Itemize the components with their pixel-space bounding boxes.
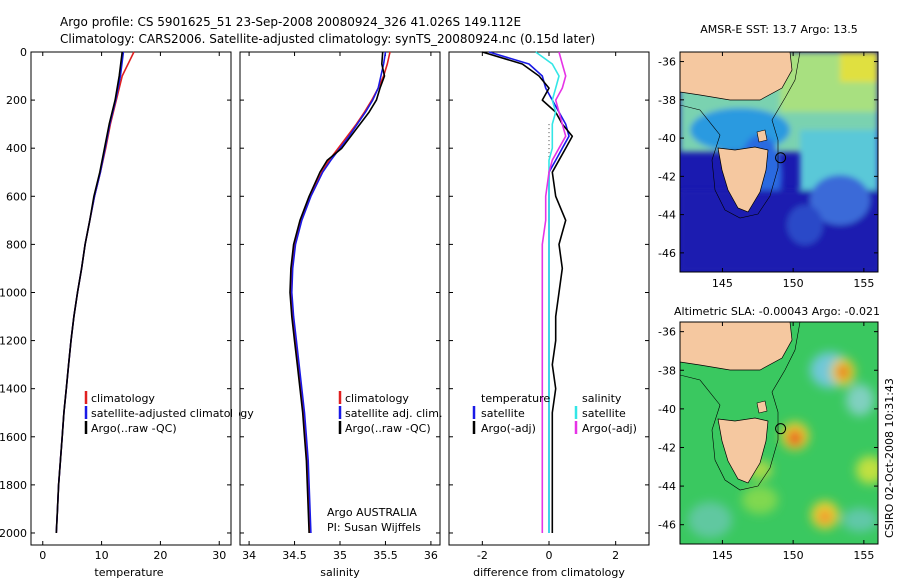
bathymetry-contour [680, 52, 801, 219]
legend-label-sal-argo: Argo(-adj) [582, 422, 637, 435]
temperature-axes-frame [30, 51, 232, 546]
argo-position-marker [775, 423, 787, 435]
latitude-tick-label: -40 [658, 403, 676, 416]
legend-label-satellite-adj: satellite adj. clim. [345, 407, 442, 420]
series-line-temperature-satellite [488, 51, 570, 533]
temperature-xlabel: temperature [94, 566, 163, 579]
sst-map-title: AMSR-E SST: 13.7 Argo: 13.5 [700, 23, 858, 36]
temperature-profile-plot: 0 200 400 600 800 1000 1200 1400 1600 1800 2000 0 1… [0, 46, 254, 579]
series-line-climatology [55, 51, 135, 534]
flinders-island [756, 129, 768, 143]
latitude-tick-label: -42 [658, 170, 676, 183]
pi-label: PI: Susan Wijffels [327, 521, 421, 534]
sla-map-title: Altimetric SLA: -0.00043 Argo: -0.021 [674, 305, 880, 318]
x-tick-label: 34 [242, 549, 256, 562]
y-tick-label: 1600 [0, 431, 27, 444]
legend-label-climatology: climatology [345, 392, 409, 405]
legend-label-temp-satellite: satellite [481, 407, 525, 420]
longitude-tick-label: 150 [783, 549, 804, 562]
legend-label-argo: Argo(..raw -QC) [91, 422, 177, 435]
latitude-tick-label: -40 [658, 132, 676, 145]
credit-label: CSIRO 02-Oct-2008 10:31:43 [883, 378, 896, 538]
longitude-tick-label: 150 [783, 277, 804, 290]
legend-label-satellite-adjusted: satellite-adjusted climatology [91, 407, 254, 420]
x-tick-label: 10 [95, 549, 109, 562]
latitude-tick-label: -42 [658, 441, 676, 454]
mainland-australia [680, 322, 793, 371]
series-line-satellite-adj-clim- [290, 51, 387, 534]
y-tick-label: 1800 [0, 479, 27, 492]
latitude-tick-label: -44 [658, 209, 676, 222]
mainland-australia [680, 52, 793, 101]
salinity-legend: climatology satellite adj. clim. Argo(..… [338, 391, 442, 435]
latitude-tick-label: -36 [658, 326, 676, 339]
x-tick-label: -2 [477, 549, 488, 562]
series-line-argo-raw-qc- [55, 51, 123, 534]
longitude-tick-label: 145 [712, 277, 733, 290]
salinity-axes-frame [239, 51, 441, 546]
argo-position-marker [775, 152, 787, 164]
longitude-tick-label: 155 [853, 549, 874, 562]
latitude-tick-label: -38 [658, 94, 676, 107]
longitude-tick-label: 145 [712, 549, 733, 562]
x-tick-label: 34.5 [282, 549, 307, 562]
flinders-island [756, 400, 768, 414]
latitude-tick-label: -38 [658, 364, 676, 377]
legend-label-temp-argo: Argo(-adj) [481, 422, 536, 435]
legend-title-salinity: salinity [582, 392, 622, 405]
y-tick-label: 600 [6, 190, 27, 203]
y-tick-label: 1000 [0, 286, 27, 299]
longitude-tick-label: 155 [853, 277, 874, 290]
salinity-xlabel: salinity [320, 566, 360, 579]
tasmania [717, 417, 769, 484]
sst-map-frame [679, 51, 879, 273]
y-tick-label: 400 [6, 142, 27, 155]
sla-map: Altimetric SLA: -0.00043 Argo: -0.021 [658, 305, 880, 562]
difference-xlabel: difference from climatology [473, 566, 625, 579]
legend-title-temperature: temperature [481, 392, 550, 405]
difference-profile-plot: -2 0 2 difference from climatology tempera… [448, 51, 650, 579]
figure-title-line1: Argo profile: CS 5901625_51 23-Sep-2008 … [60, 15, 521, 29]
y-tick-label: 0 [20, 46, 27, 59]
sla-field [688, 352, 878, 538]
figure-title-line2: Climatology: CARS2006. Satellite-adjuste… [60, 32, 595, 46]
x-tick-label: 35.5 [373, 549, 398, 562]
bathymetry-contour [680, 322, 801, 491]
series-line-temperature-argo-adj- [482, 51, 574, 533]
tasmania [717, 146, 769, 213]
y-tick-label: 800 [6, 238, 27, 251]
x-tick-label: 0 [39, 549, 46, 562]
series-line-satellite-adjusted-climatology [55, 51, 125, 534]
latitude-tick-label: -44 [658, 480, 676, 493]
x-tick-label: 0 [546, 549, 553, 562]
legend-label-sal-satellite: satellite [582, 407, 626, 420]
y-tick-label: 2000 [0, 527, 27, 540]
series-line-salinity-argo-adj- [541, 51, 567, 533]
salinity-profile-plot: 34 34.5 35 35.5 36 salinity climatology sate… [239, 51, 442, 579]
y-tick-label: 1400 [0, 383, 27, 396]
y-tick-label: 1200 [0, 335, 27, 348]
y-tick-label: 200 [6, 94, 27, 107]
latitude-tick-label: -46 [658, 519, 676, 532]
latitude-tick-label: -46 [658, 247, 676, 260]
x-tick-label: 35 [333, 549, 347, 562]
x-tick-label: 30 [212, 549, 226, 562]
legend-label-climatology: climatology [91, 392, 155, 405]
x-tick-label: 2 [612, 549, 619, 562]
x-tick-label: 36 [424, 549, 438, 562]
sla-map-frame [679, 321, 879, 545]
latitude-tick-label: -36 [658, 56, 676, 69]
series-line-argo-raw-qc- [289, 51, 386, 534]
x-tick-label: 20 [153, 549, 167, 562]
argo-australia-label: Argo AUSTRALIA [327, 506, 417, 519]
legend-label-argo: Argo(..raw -QC) [345, 422, 431, 435]
temperature-legend: climatology satellite-adjusted climatolo… [84, 391, 254, 435]
difference-legend: temperature satellite Argo(-adj) salinit… [472, 392, 637, 435]
series-line-salinity-satellite [535, 51, 560, 533]
sst-map: AMSR-E SST: 13.7 Argo: 13.5 -36 -38 -40 -42… [658, 23, 879, 290]
